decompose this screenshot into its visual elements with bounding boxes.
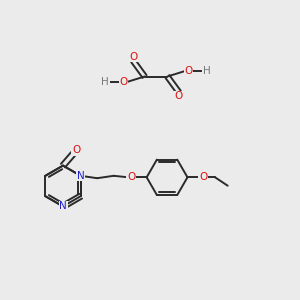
Text: O: O xyxy=(127,172,135,182)
Text: O: O xyxy=(175,91,183,101)
Text: O: O xyxy=(184,66,193,76)
Text: O: O xyxy=(129,52,137,62)
Text: O: O xyxy=(119,77,128,87)
Text: H: H xyxy=(101,77,109,87)
Text: O: O xyxy=(72,146,80,155)
Text: N: N xyxy=(77,171,85,181)
Text: O: O xyxy=(199,172,207,182)
Text: H: H xyxy=(203,66,211,76)
Text: N: N xyxy=(59,201,67,212)
